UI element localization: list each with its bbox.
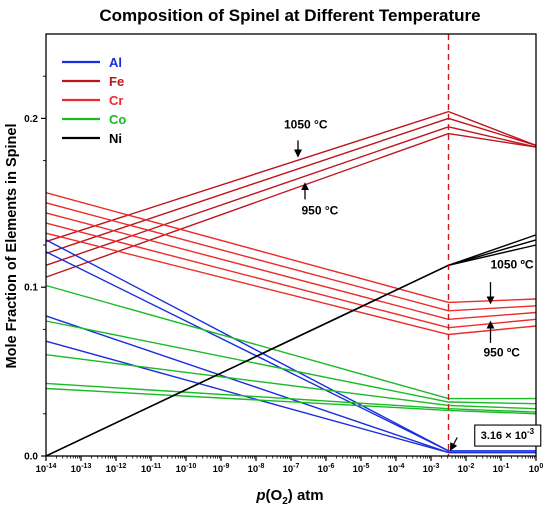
x-axis-label-sub: 2: [282, 496, 288, 507]
x-tick-label-7: 10-7: [283, 463, 300, 475]
x-tick-base: 10: [141, 464, 152, 475]
x-axis-label-o: (O: [266, 487, 283, 504]
x-tick-base: 10: [71, 464, 82, 475]
series-line-fe-0: [45, 110, 537, 243]
x-tick-label-13: 10-1: [493, 463, 510, 475]
boxed-label-exponent: -3: [527, 427, 535, 436]
legend: Al Fe Cr Co Ni: [62, 55, 126, 146]
boxed-label-base: 3.16 × 10: [481, 430, 527, 442]
x-tick-label-9: 10-5: [353, 463, 370, 475]
x-tick-exponent: -11: [151, 463, 161, 470]
x-tick-exponent: -5: [363, 463, 369, 470]
legend-label-al: Al: [109, 55, 122, 70]
x-tick-exponent: -13: [81, 463, 91, 470]
y-tick-label-0: 0.0: [24, 452, 38, 463]
x-tick-exponent: -12: [116, 463, 126, 470]
boxed-label-frame: [474, 424, 542, 447]
x-tick-exponent: -4: [398, 463, 404, 470]
x-tick-exponent: -2: [468, 463, 474, 470]
x-tick-base: 10: [283, 464, 294, 475]
x-axis-label-p: p: [255, 487, 265, 504]
boxed-label-text: 3.16 × 10-3: [481, 427, 535, 442]
x-tick-base: 10: [423, 464, 434, 475]
y-tick-label-2: 0.2: [24, 114, 38, 125]
x-tick-base: 10: [388, 464, 399, 475]
annotation-cr-950: 950 ºC: [484, 345, 521, 359]
series-line-cr-7: [45, 222, 537, 329]
x-tick-label-5: 10-9: [213, 463, 230, 475]
x-tick-base: 10: [176, 464, 187, 475]
x-tick-exponent: -1: [503, 463, 509, 470]
legend-label-ni: Ni: [109, 131, 122, 146]
x-tick-label-4: 10-10: [176, 463, 197, 475]
x-tick-label-3: 10-11: [141, 463, 161, 475]
x-tick-exponent: -9: [223, 463, 229, 470]
x-tick-label-8: 10-6: [318, 463, 335, 475]
x-tick-base: 10: [36, 464, 47, 475]
x-tick-exponent: 0: [539, 463, 543, 470]
x-tick-exponent: -7: [293, 463, 299, 470]
x-tick-label-6: 10-8: [248, 463, 265, 475]
x-tick-exponent: -6: [328, 463, 334, 470]
series-line-cr-5: [45, 202, 537, 312]
series-line-cr-8: [45, 232, 537, 336]
series-line-cr-4: [45, 192, 537, 304]
x-tick-exponent: -10: [186, 463, 196, 470]
x-tick-label-2: 10-12: [106, 463, 127, 475]
x-tick-base: 10: [493, 464, 504, 475]
x-tick-label-11: 10-3: [423, 463, 440, 475]
x-tick-base: 10: [248, 464, 259, 475]
x-tick-base: 10: [353, 464, 364, 475]
x-tick-label-1: 10-13: [71, 463, 92, 475]
series-line-ni-20: [45, 244, 537, 457]
y-tick-label-1: 0.1: [24, 283, 38, 294]
x-tick-base: 10: [318, 464, 329, 475]
x-tick-base: 10: [106, 464, 117, 475]
axes-layer: 10-14 10-13 10-12 10-11 10-10 10-9 10-8 10-7 10-…: [24, 33, 544, 475]
legend-label-cr: Cr: [109, 93, 123, 108]
series-line-fe-2: [45, 126, 537, 266]
x-tick-base: 10: [529, 464, 540, 475]
series-line-co-16: [45, 382, 537, 413]
annotation-layer: 1050 °C 950 °C 1050 ºC 950 ºC 3.16 × 10-3: [284, 118, 542, 452]
annotation-fe-1050: 1050 °C: [284, 118, 328, 132]
series-line-co-15: [45, 354, 537, 410]
annotation-fe-950: 950 °C: [302, 204, 339, 218]
x-tick-label-0: 10-14: [36, 463, 57, 475]
legend-label-fe: Fe: [109, 74, 124, 89]
series-layer: [45, 110, 537, 457]
x-tick-exponent: -14: [46, 463, 56, 470]
y-axis-label: Mole Fraction of Elements in Spinel: [4, 124, 20, 369]
series-line-ni-19: [45, 239, 537, 457]
x-tick-exponent: -3: [433, 463, 439, 470]
boxed-label-arrow: [450, 437, 458, 452]
x-tick-base: 10: [213, 464, 224, 475]
x-tick-label-10: 10-4: [388, 463, 405, 475]
series-line-fe-3: [45, 132, 537, 278]
chart-title: Composition of Spinel at Different Tempe…: [99, 6, 480, 25]
series-line-co-14: [45, 320, 537, 405]
x-tick-label-12: 10-2: [458, 463, 475, 475]
annotation-cr-1050: 1050 ºC: [491, 258, 534, 272]
series-line-al-12: [45, 340, 536, 454]
x-tick-label-14: 100: [529, 463, 544, 475]
series-line-al-10: [45, 251, 536, 452]
x-axis-label-unit: ) atm: [288, 487, 324, 504]
x-axis-label: p(O2) atm: [255, 487, 323, 507]
x-tick-exponent: -8: [258, 463, 264, 470]
legend-label-co: Co: [109, 112, 126, 127]
series-line-co-17: [45, 387, 537, 415]
x-tick-base: 10: [458, 464, 469, 475]
series-line-al-9: [45, 239, 536, 452]
